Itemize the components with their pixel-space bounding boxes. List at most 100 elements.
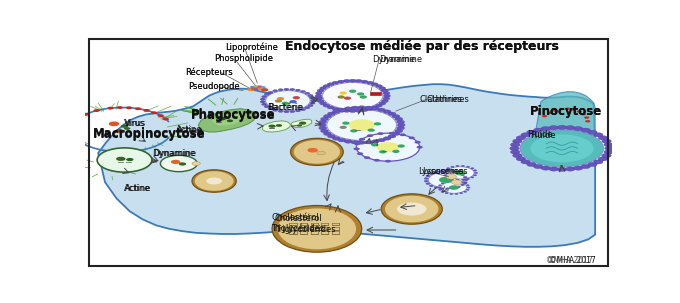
Circle shape — [364, 106, 373, 110]
Circle shape — [358, 106, 366, 109]
Circle shape — [573, 166, 583, 170]
Circle shape — [351, 141, 359, 144]
Circle shape — [158, 114, 164, 117]
Circle shape — [273, 109, 277, 111]
Circle shape — [268, 91, 273, 94]
Circle shape — [475, 172, 477, 174]
Circle shape — [416, 146, 423, 148]
Circle shape — [439, 170, 443, 172]
Circle shape — [383, 92, 390, 95]
Circle shape — [466, 166, 470, 168]
Circle shape — [350, 79, 356, 82]
Circle shape — [371, 83, 378, 86]
Circle shape — [226, 119, 233, 122]
Text: Lysosomes: Lysosomes — [422, 167, 468, 176]
Circle shape — [290, 88, 295, 91]
Circle shape — [276, 124, 282, 127]
Circle shape — [534, 165, 543, 169]
Circle shape — [604, 150, 613, 154]
Circle shape — [460, 174, 464, 176]
Circle shape — [388, 135, 396, 138]
Circle shape — [360, 95, 367, 99]
Text: Récepteurs: Récepteurs — [185, 68, 233, 77]
Circle shape — [323, 104, 330, 107]
Circle shape — [464, 183, 466, 184]
Text: Actine: Actine — [124, 184, 151, 192]
Circle shape — [320, 102, 326, 105]
Circle shape — [439, 188, 443, 189]
Circle shape — [301, 108, 305, 111]
Circle shape — [258, 87, 265, 91]
Circle shape — [451, 178, 454, 180]
Circle shape — [361, 108, 368, 112]
Circle shape — [121, 125, 129, 128]
Circle shape — [179, 162, 186, 166]
Circle shape — [446, 167, 474, 179]
Circle shape — [456, 165, 459, 167]
Circle shape — [446, 175, 456, 179]
Circle shape — [434, 171, 438, 173]
Text: Dynamine: Dynamine — [379, 55, 422, 64]
Circle shape — [447, 177, 449, 178]
Circle shape — [455, 181, 458, 182]
Circle shape — [549, 167, 558, 171]
Circle shape — [585, 120, 590, 122]
Text: ©MHA 2017: ©MHA 2017 — [549, 256, 596, 265]
Circle shape — [566, 125, 575, 130]
Circle shape — [320, 117, 328, 121]
Circle shape — [450, 193, 453, 195]
Circle shape — [471, 168, 474, 169]
Circle shape — [273, 90, 277, 92]
Text: Macropinocytose: Macropinocytose — [93, 127, 205, 140]
Circle shape — [305, 107, 310, 109]
Circle shape — [464, 179, 468, 181]
Circle shape — [292, 96, 300, 99]
Circle shape — [441, 183, 444, 184]
Circle shape — [327, 110, 396, 140]
Text: Pseudopode: Pseudopode — [188, 82, 239, 91]
Circle shape — [126, 106, 132, 109]
Circle shape — [581, 113, 586, 115]
Circle shape — [342, 122, 350, 125]
Text: Pinocytose: Pinocytose — [530, 105, 602, 118]
Circle shape — [262, 103, 267, 105]
Circle shape — [248, 88, 255, 91]
Circle shape — [324, 115, 331, 118]
Circle shape — [381, 89, 388, 92]
Text: Actine: Actine — [177, 126, 204, 135]
Circle shape — [107, 107, 114, 109]
Circle shape — [557, 167, 566, 171]
Circle shape — [389, 132, 395, 135]
Circle shape — [552, 109, 558, 112]
Text: Phospholipide: Phospholipide — [214, 54, 273, 63]
Circle shape — [445, 192, 448, 194]
Text: Cholestérol: Cholestérol — [271, 213, 319, 222]
Circle shape — [251, 87, 258, 90]
Circle shape — [429, 185, 433, 187]
Circle shape — [317, 151, 325, 155]
Circle shape — [116, 157, 126, 161]
Circle shape — [426, 175, 430, 177]
Circle shape — [449, 185, 459, 190]
Circle shape — [602, 139, 611, 143]
Circle shape — [460, 184, 464, 186]
Circle shape — [466, 189, 469, 190]
Circle shape — [124, 127, 131, 130]
Circle shape — [371, 107, 379, 110]
Circle shape — [598, 157, 608, 161]
Circle shape — [344, 97, 351, 100]
Circle shape — [109, 122, 119, 126]
Text: Dynamine: Dynamine — [154, 148, 197, 158]
Circle shape — [452, 180, 462, 185]
Text: Triglycolérides: Triglycolérides — [275, 224, 335, 234]
Circle shape — [379, 87, 386, 90]
Circle shape — [594, 133, 603, 137]
Circle shape — [297, 124, 302, 127]
Ellipse shape — [290, 138, 343, 165]
Circle shape — [266, 91, 310, 110]
Circle shape — [375, 85, 382, 88]
Circle shape — [396, 126, 405, 130]
Circle shape — [527, 162, 537, 167]
Ellipse shape — [277, 208, 356, 249]
Circle shape — [511, 150, 520, 154]
